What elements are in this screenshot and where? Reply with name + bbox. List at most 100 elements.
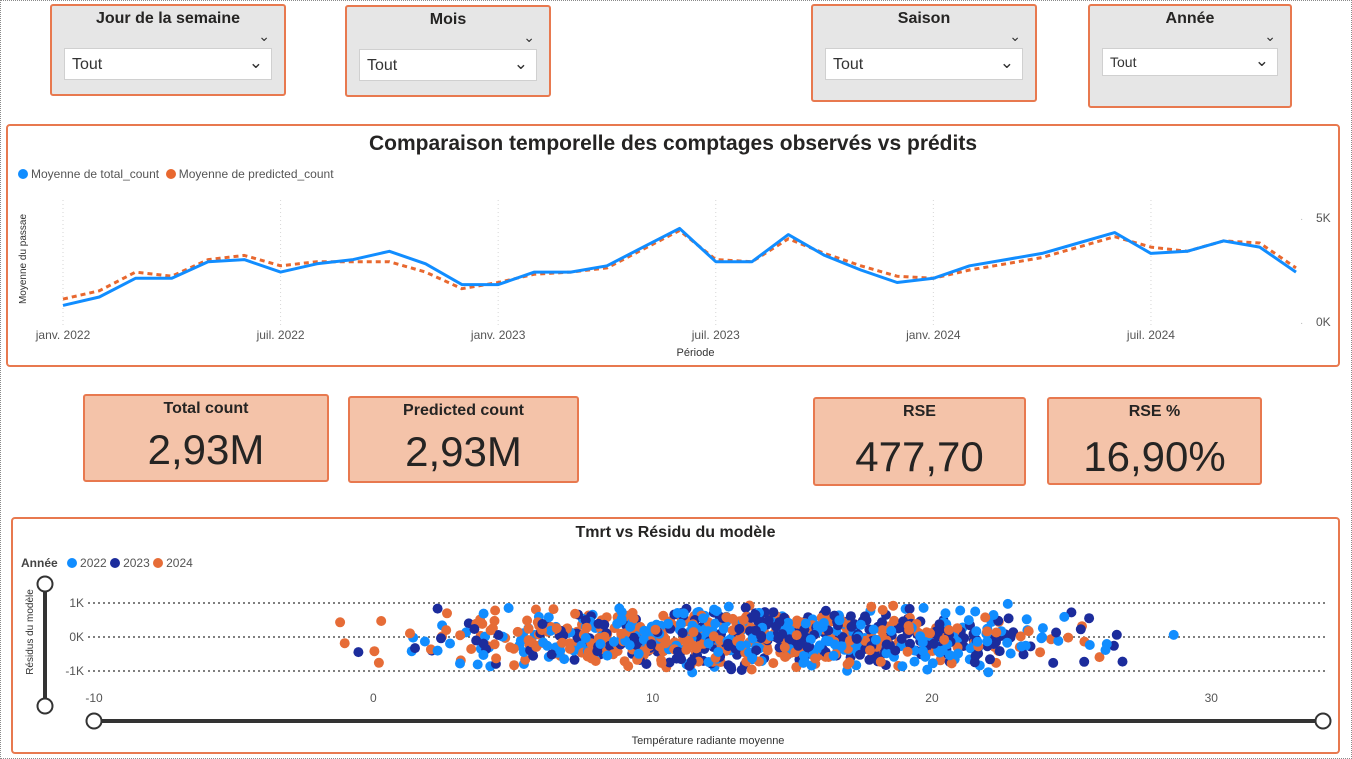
- slicer-month[interactable]: Mois ⌄ Tout ⌄: [345, 5, 551, 97]
- scatter-point-2023: [890, 645, 901, 656]
- scatter-point-2024: [658, 610, 669, 621]
- scatter-point-2022: [625, 621, 636, 632]
- scatter-point-2023: [793, 640, 804, 651]
- scatter-point-2022: [765, 631, 776, 642]
- slicer-year[interactable]: Année ⌄ Tout ⌄: [1088, 4, 1292, 108]
- scatter-point-2022: [478, 650, 489, 660]
- scatter-point-2023: [771, 621, 781, 632]
- scatter-point-2023: [1018, 649, 1029, 660]
- scatter-point-2023: [580, 615, 591, 626]
- scatter-point-2024: [866, 601, 877, 612]
- scatter-point-2024: [586, 653, 597, 664]
- slicer-season[interactable]: Saison ⌄ Tout ⌄: [811, 4, 1037, 102]
- chevron-down-icon[interactable]: ⌄: [258, 28, 270, 44]
- legend-label-2022: 2022: [80, 556, 107, 570]
- y-tick-label: 0K: [1316, 315, 1331, 329]
- scatter-point-2024: [523, 635, 534, 646]
- chevron-down-icon[interactable]: ⌄: [1009, 28, 1021, 44]
- line-chart: janv. 2022 juil. 2022 janv. 2023 juil. 2023…: [18, 200, 1331, 359]
- chevron-down-icon[interactable]: ⌄: [1264, 28, 1276, 44]
- scatter-point-2024: [952, 623, 963, 634]
- scatter-point-2024: [335, 617, 346, 628]
- chevron-down-icon[interactable]: ⌄: [513, 54, 528, 73]
- scatter-point-2022: [1002, 598, 1013, 609]
- slicer-title: Saison: [897, 10, 951, 27]
- scatter-point-2023: [1051, 627, 1062, 638]
- scatter-point-2024: [466, 644, 477, 654]
- scatter-point-2024: [903, 621, 914, 631]
- scatter-point-2023: [904, 603, 915, 614]
- scatter-point-2022: [909, 656, 920, 667]
- x-tick-label: 30: [1205, 691, 1219, 705]
- legend-item-total[interactable]: Moyenne de total_count: [18, 167, 159, 181]
- scatter-point-2024: [687, 640, 698, 651]
- x-zoom-slider-handle-left[interactable]: [85, 712, 103, 730]
- y-tick-label: 0K: [69, 630, 84, 644]
- chevron-down-icon[interactable]: ⌄: [248, 53, 263, 72]
- chevron-down-icon[interactable]: ⌄: [523, 29, 535, 45]
- kpi-value: 16,90%: [1083, 433, 1226, 480]
- y-tick-label: 5K: [1316, 211, 1331, 225]
- scatter-point-2022: [595, 639, 606, 649]
- scatter-point-2023: [740, 602, 751, 613]
- kpi-value: 477,70: [855, 433, 984, 480]
- scatter-point-2024: [1023, 626, 1034, 637]
- kpi-rse: RSE 477,70: [813, 397, 1026, 486]
- scatter-point-2022: [663, 618, 674, 629]
- scatter-point-2022: [747, 653, 758, 664]
- slicer-dropdown[interactable]: Tout ⌄: [359, 49, 537, 81]
- scatter-point-2024: [660, 638, 671, 649]
- scatter-point-2023: [672, 646, 683, 657]
- chevron-down-icon[interactable]: ⌄: [1254, 51, 1269, 70]
- scatter-point-2024: [442, 608, 452, 619]
- scatter-point-2022: [735, 640, 746, 651]
- y-zoom-slider-handle-top[interactable]: [36, 575, 54, 593]
- scatter-point-2024: [738, 614, 749, 625]
- legend-item-predicted[interactable]: Moyenne de predicted_count: [165, 167, 334, 181]
- y-tick-label: 1K: [69, 596, 84, 610]
- scatter-point-2022: [828, 650, 839, 661]
- scatter-point-2022: [559, 654, 570, 665]
- slicer-dropdown[interactable]: Tout ⌄: [825, 48, 1023, 80]
- scatter-point-2024: [842, 659, 853, 670]
- y-zoom-slider-handle-bottom[interactable]: [36, 697, 54, 715]
- scatter-point-2022: [1036, 633, 1047, 644]
- legend-item-2023[interactable]: 2023: [110, 556, 150, 570]
- scatter-point-2022: [747, 633, 758, 644]
- kpi-predicted-count: Predicted count 2,93M: [348, 396, 579, 483]
- scatter-point-2023: [493, 630, 504, 640]
- y-axis-title: Résidus du modèle: [25, 589, 36, 675]
- scatter-point-2022: [1037, 623, 1048, 634]
- scatter-point-2023: [777, 629, 788, 640]
- scatter-point-2024: [746, 664, 757, 675]
- slicer-dropdown[interactable]: Tout ⌄: [64, 48, 272, 80]
- scatter-point-2024: [369, 646, 380, 657]
- scatter-point-2022: [972, 636, 983, 647]
- scatter-point-2023: [410, 643, 420, 654]
- legend-item-2022[interactable]: 2022: [67, 556, 107, 570]
- scatter-point-2024: [946, 658, 957, 669]
- scatter-point-2023: [1003, 613, 1014, 624]
- scatter-point-2024: [1035, 647, 1046, 658]
- x-tick-label: juil. 2022: [256, 328, 305, 342]
- x-zoom-slider-handle-right[interactable]: [1314, 712, 1332, 730]
- scatter-point-2023: [969, 657, 980, 668]
- scatter-point-2022: [818, 618, 829, 628]
- slicer-day-of-week[interactable]: Jour de la semaine ⌄ Tout ⌄: [50, 4, 286, 96]
- scatter-point-2022: [432, 645, 443, 656]
- scatter-point-2023: [723, 638, 734, 649]
- scatter-point-2024: [877, 625, 888, 636]
- scatter-point-2023: [546, 649, 557, 660]
- scatter-point-2024: [935, 655, 946, 666]
- slicer-title: Mois: [429, 11, 467, 28]
- slicer-dropdown[interactable]: Tout ⌄: [1102, 48, 1278, 76]
- x-tick-label: 10: [646, 691, 660, 705]
- chevron-down-icon[interactable]: ⌄: [999, 53, 1014, 72]
- chart-legend: Moyenne de total_count Moyenne de predic…: [18, 167, 334, 181]
- series-line-total-count: [62, 226, 1297, 307]
- scatter-point-2022: [800, 618, 811, 629]
- scatter-point-2023: [1079, 656, 1090, 667]
- legend-item-2024[interactable]: 2024: [153, 556, 193, 570]
- scatter-point-2022: [937, 645, 948, 656]
- scatter-point-2024: [980, 612, 991, 623]
